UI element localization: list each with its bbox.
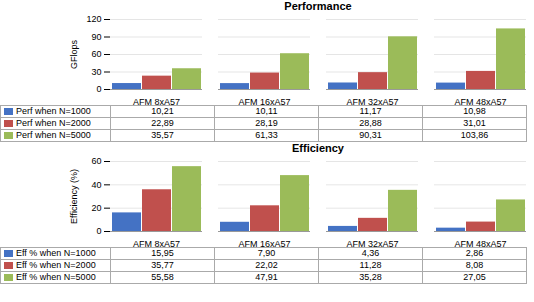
html-text:10,11: 10,11 [255,106,278,116]
html-text:22,89: 22,89 [151,118,174,128]
html-text:10,98: 10,98 [463,106,486,116]
html-text:47,91: 47,91 [255,272,278,282]
svg-text:40: 40 [91,180,101,190]
svg-text:20: 20 [91,203,101,213]
html-text:11,28: 11,28 [359,260,382,270]
html-text:61,33: 61,33 [255,130,278,140]
html-text:11,17: 11,17 [359,106,382,116]
svg-text:AFM 32xA57: AFM 32xA57 [346,239,398,247]
html-text:Eff % when N=2000: Eff % when N=2000 [16,260,96,270]
svg-text:AFM 16xA57: AFM 16xA57 [238,97,290,105]
svg-text:AFM 16xA57: AFM 16xA57 [238,239,290,247]
html-text:8,08: 8,08 [465,260,484,270]
html-text:55,58: 55,58 [151,272,174,282]
svg-text:0: 0 [96,84,101,94]
html-text:31,01: 31,01 [463,118,486,128]
html-text:Perf when N=1000: Perf when N=1000 [16,106,91,116]
svg-text:AFM 48xA57: AFM 48xA57 [454,97,506,105]
html-text:2,86: 2,86 [465,248,484,258]
svg-text:90: 90 [91,32,101,42]
svg-text:0: 0 [96,226,101,236]
svg-text:GFlops: GFlops [69,39,79,69]
svg-text:AFM 8xA57: AFM 8xA57 [133,97,180,105]
svg-text:Efficiency (%): Efficiency (%) [69,169,79,224]
html-text:103,86: 103,86 [460,130,489,140]
html-text:28,88: 28,88 [359,118,382,128]
svg-text:60: 60 [91,49,101,59]
html-text:35,28: 35,28 [359,272,382,282]
html-text:7,90: 7,90 [257,248,276,258]
html-text:Perf when N=2000: Perf when N=2000 [16,118,91,128]
html-text:27,05: 27,05 [463,272,486,282]
html-text:35,77: 35,77 [151,260,174,270]
svg-text:120: 120 [86,14,101,24]
html-text:22,02: 22,02 [255,260,278,270]
html-text:28,19: 28,19 [255,118,278,128]
svg-text:AFM 8xA57: AFM 8xA57 [133,239,180,247]
svg-text:AFM 48xA57: AFM 48xA57 [454,239,506,247]
html-text:Eff % when N=5000: Eff % when N=5000 [16,272,96,282]
html-text:90,31: 90,31 [359,130,382,140]
html-text:15,95: 15,95 [151,248,174,258]
html-text:4,36: 4,36 [361,248,380,258]
svg-text:AFM 32xA57: AFM 32xA57 [346,97,398,105]
svg-text:30: 30 [91,67,101,77]
svg-text:60: 60 [91,156,101,166]
html-text:35,57: 35,57 [151,130,174,140]
html-text:10,21: 10,21 [151,106,174,116]
html-text:Perf when N=5000: Perf when N=5000 [16,130,91,140]
html-text:Efficiency: Efficiency [292,142,344,154]
html-text:Performance: Performance [284,0,352,12]
html-text:Eff % when N=1000: Eff % when N=1000 [16,248,96,258]
